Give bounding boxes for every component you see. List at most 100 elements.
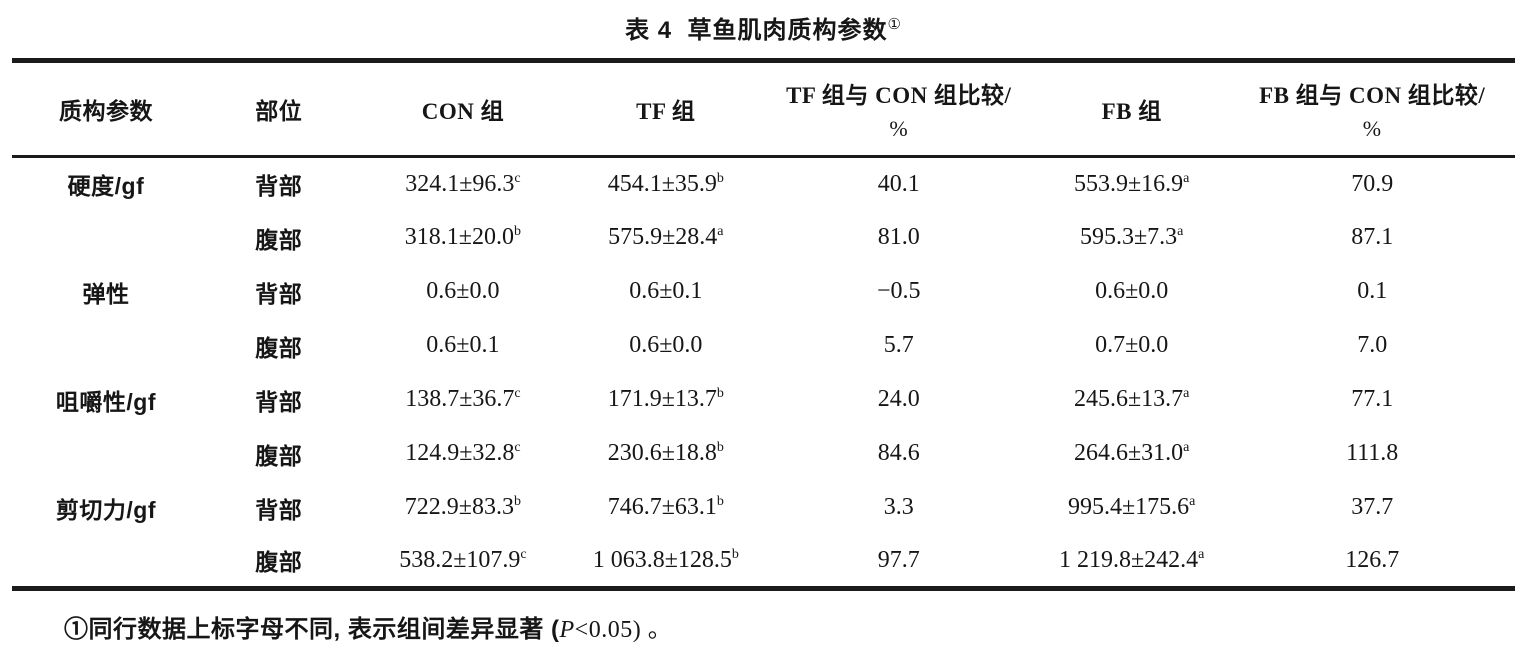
significance-superscript: a: [1177, 224, 1184, 239]
con-value-cell: 538.2±107.9c: [399, 546, 527, 573]
fb-vs-con-cell: 7.0: [1357, 332, 1388, 358]
significance-superscript: a: [1183, 440, 1190, 455]
tf-vs-con-cell: 40.1: [877, 170, 920, 197]
con-value-cell: 0.6±0.0: [426, 278, 500, 304]
fb-vs-con-cell: 87.1: [1351, 224, 1394, 250]
tf-value-cell: 454.1±35.9b: [607, 170, 724, 197]
fb-vs-con-cell: 126.7: [1345, 546, 1400, 573]
part-cell: 背部: [255, 496, 303, 523]
header-row: 质构参数 部位 CON 组 TF 组 TF 组与 CON 组比较/ % FB 组…: [12, 61, 1515, 157]
table-row: 腹部 318.1±20.0b 575.9±28.4a 81.0 595.3±7.…: [12, 211, 1515, 265]
fb-value-cell: 1 219.8±242.4a: [1058, 546, 1205, 573]
significance-superscript: a: [1189, 494, 1196, 509]
header-tf-vs-con-line2: %: [889, 116, 909, 141]
con-value-cell: 324.1±96.3c: [405, 170, 521, 197]
significance-superscript: b: [716, 440, 724, 455]
part-cell: 腹部: [255, 549, 303, 576]
tf-vs-con-cell: 24.0: [877, 386, 920, 412]
table-footnote: ①同行数据上标字母不同, 表示组间差异显著 (P<0.05) 。: [64, 609, 1527, 644]
con-value-cell: 0.6±0.1: [426, 332, 500, 358]
significance-superscript: a: [1198, 546, 1205, 562]
footnote-text-after: <0.05) 。: [574, 617, 673, 643]
fb-vs-con-cell: 77.1: [1351, 386, 1394, 412]
tf-value-cell: 171.9±13.7b: [607, 386, 724, 412]
param-cell: [12, 211, 200, 265]
significance-superscript: c: [520, 546, 527, 562]
con-value-cell: 124.9±32.8c: [405, 440, 521, 466]
fb-vs-con-cell: 111.8: [1346, 440, 1399, 466]
param-cell: 咀嚼性/gf: [55, 388, 156, 415]
table-row: 腹部 538.2±107.9c 1 063.8±128.5b 97.7 1 21…: [12, 535, 1515, 589]
header-tf-vs-con-line1: TF 组与 CON 组比较/: [786, 83, 1012, 108]
header-con-group: CON 组: [421, 99, 505, 124]
significance-superscript: b: [731, 546, 739, 562]
part-cell: 背部: [255, 388, 303, 415]
tf-vs-con-cell: 97.7: [877, 546, 920, 573]
table-caption: 表 4 草鱼肌肉质构参数①: [0, 0, 1527, 58]
con-value-cell: 722.9±83.3b: [404, 494, 521, 520]
tf-value-cell: 575.9±28.4a: [608, 224, 724, 250]
table-row: 弹性 背部 0.6±0.0 0.6±0.1 −0.5 0.6±0.0 0.1: [12, 265, 1515, 319]
tf-value-cell: 1 063.8±128.5b: [592, 546, 739, 573]
significance-superscript: b: [716, 494, 724, 509]
fb-value-cell: 0.6±0.0: [1095, 278, 1169, 304]
fb-value-cell: 995.4±175.6a: [1067, 494, 1196, 520]
tf-vs-con-cell: 3.3: [883, 494, 914, 520]
part-cell: 背部: [255, 173, 303, 200]
param-cell: 弹性: [82, 280, 130, 307]
header-fb-group: FB 组: [1101, 99, 1162, 124]
param-cell: 剪切力/gf: [55, 496, 156, 523]
fb-vs-con-cell: 0.1: [1357, 278, 1388, 304]
con-value-cell: 138.7±36.7c: [405, 386, 521, 412]
footnote-text-before: 同行数据上标字母不同, 表示组间差异显著 (: [88, 616, 560, 643]
fb-vs-con-cell: 70.9: [1351, 170, 1394, 197]
header-part: 部位: [255, 99, 303, 124]
part-cell: 背部: [255, 280, 303, 307]
significance-superscript: c: [514, 386, 521, 401]
table-row: 腹部 0.6±0.1 0.6±0.0 5.7 0.7±0.0 7.0: [12, 319, 1515, 373]
fb-value-cell: 264.6±31.0a: [1073, 440, 1190, 466]
significance-superscript: c: [514, 440, 521, 455]
part-cell: 腹部: [255, 334, 303, 361]
tf-vs-con-cell: 5.7: [883, 332, 914, 358]
fb-value-cell: 245.6±13.7a: [1073, 386, 1190, 412]
tf-value-cell: 0.6±0.1: [629, 278, 703, 304]
table-row: 硬度/gf 背部 324.1±96.3c 454.1±35.9b 40.1 55…: [12, 157, 1515, 211]
table-row: 腹部 124.9±32.8c 230.6±18.8b 84.6 264.6±31…: [12, 427, 1515, 481]
tf-value-cell: 230.6±18.8b: [607, 440, 724, 466]
tf-vs-con-cell: 81.0: [877, 224, 920, 250]
tf-value-cell: 0.6±0.0: [629, 332, 703, 358]
table-row: 剪切力/gf 背部 722.9±83.3b 746.7±63.1b 3.3 99…: [12, 481, 1515, 535]
texture-parameters-table: 质构参数 部位 CON 组 TF 组 TF 组与 CON 组比较/ % FB 组…: [12, 58, 1515, 591]
param-cell: [12, 319, 200, 373]
significance-superscript: c: [514, 170, 521, 186]
fb-value-cell: 595.3±7.3a: [1079, 224, 1184, 250]
param-cell: 硬度/gf: [67, 173, 145, 200]
param-cell: [12, 535, 200, 589]
significance-superscript: a: [717, 224, 724, 239]
fb-vs-con-cell: 37.7: [1351, 494, 1394, 520]
footnote-marker: ①: [64, 616, 89, 643]
significance-superscript: a: [1183, 386, 1190, 401]
header-tf-group: TF 组: [636, 99, 696, 124]
part-cell: 腹部: [255, 226, 303, 253]
footnote-p-symbol: P: [559, 617, 575, 643]
header-param: 质构参数: [58, 99, 153, 124]
significance-superscript: b: [513, 494, 521, 509]
tf-vs-con-cell: −0.5: [876, 278, 921, 304]
tf-value-cell: 746.7±63.1b: [607, 494, 724, 520]
table-caption-text: 表 4 草鱼肌肉质构参数: [625, 17, 888, 44]
significance-superscript: a: [1183, 170, 1190, 186]
significance-superscript: b: [716, 170, 724, 186]
tf-vs-con-cell: 84.6: [877, 440, 920, 466]
param-cell: [12, 427, 200, 481]
header-fb-vs-con-line1: FB 组与 CON 组比较/: [1259, 83, 1486, 108]
table-row: 咀嚼性/gf 背部 138.7±36.7c 171.9±13.7b 24.0 2…: [12, 373, 1515, 427]
significance-superscript: b: [716, 386, 724, 401]
part-cell: 腹部: [255, 442, 303, 469]
significance-superscript: b: [513, 224, 521, 239]
header-fb-vs-con: FB 组与 CON 组比较/ %: [1229, 61, 1515, 157]
fb-value-cell: 0.7±0.0: [1095, 332, 1169, 358]
con-value-cell: 318.1±20.0b: [404, 224, 521, 250]
